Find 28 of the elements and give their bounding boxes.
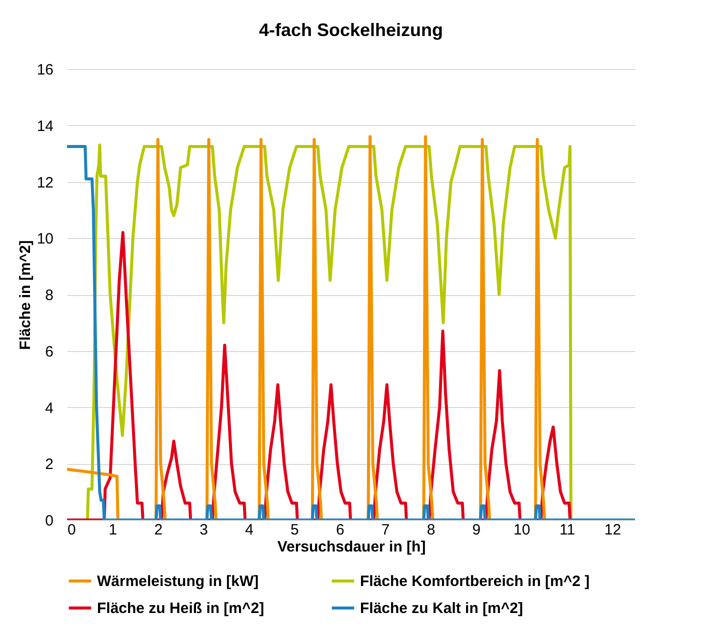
y-tick-label: 4 <box>45 400 54 417</box>
legend-label: Fläche Komfortbereich in [m^2 ] <box>360 573 590 590</box>
y-tick-label: 16 <box>36 62 54 78</box>
legend-label: Fläche zu Heiß in [m^2] <box>97 600 264 617</box>
x-tick-label: 10 <box>514 522 530 538</box>
y-tick-label: 8 <box>45 287 54 304</box>
legend-label: Fläche zu Kalt in [m^2] <box>360 600 523 617</box>
x-tick-label: 12 <box>604 522 622 538</box>
x-tick-label: 8 <box>426 522 436 538</box>
legend-label: Wärmeleistung in [kW] <box>97 573 259 590</box>
y-tick-label: 2 <box>45 456 54 474</box>
x-tick-label: 7 <box>381 522 390 538</box>
x-axis-title: Versuchsdauer in [h] <box>277 538 426 556</box>
x-tick-label: 4 <box>245 522 254 538</box>
y-axis-title: Fläche in [m^2] <box>16 240 34 350</box>
y-tick-label: 6 <box>45 343 54 360</box>
chart-title: 4-fach Sockelheizung <box>258 20 444 40</box>
x-tick-label: 2 <box>154 522 163 538</box>
x-tick-label: 6 <box>336 522 344 538</box>
y-tick-label: 14 <box>36 118 54 135</box>
x-tick-label: 9 <box>472 522 481 538</box>
y-tick-label: 10 <box>36 230 54 248</box>
x-tick-label: 11 <box>560 522 576 538</box>
x-tick-label: 1 <box>108 522 118 538</box>
x-tick-label: 0 <box>68 522 76 538</box>
x-tick-label: 5 <box>290 522 299 538</box>
y-tick-label: 12 <box>36 174 54 192</box>
x-tick-label: 3 <box>200 522 208 538</box>
